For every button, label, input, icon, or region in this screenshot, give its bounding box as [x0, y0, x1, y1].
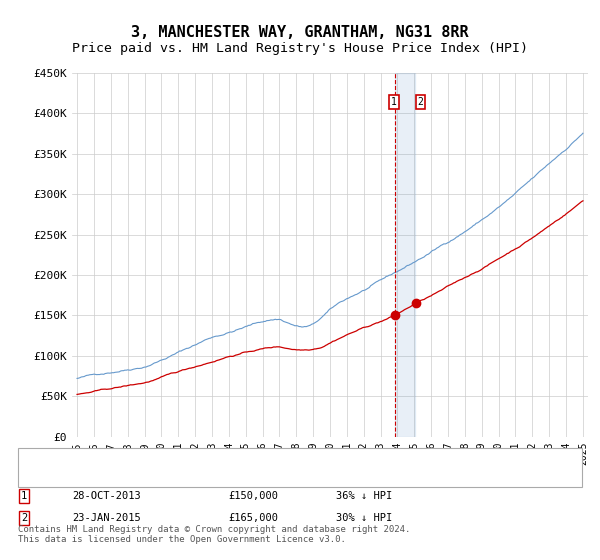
Text: 3, MANCHESTER WAY, GRANTHAM, NG31 8RR: 3, MANCHESTER WAY, GRANTHAM, NG31 8RR — [131, 25, 469, 40]
Text: 36% ↓ HPI: 36% ↓ HPI — [336, 491, 392, 501]
Text: Price paid vs. HM Land Registry's House Price Index (HPI): Price paid vs. HM Land Registry's House … — [72, 42, 528, 55]
Text: 28-OCT-2013: 28-OCT-2013 — [72, 491, 141, 501]
Text: Contains HM Land Registry data © Crown copyright and database right 2024.
This d: Contains HM Land Registry data © Crown c… — [18, 525, 410, 544]
Text: 2: 2 — [21, 513, 27, 523]
Text: 2: 2 — [418, 97, 424, 107]
Text: 3, MANCHESTER WAY, GRANTHAM, NG31 8RR (detached house): 3, MANCHESTER WAY, GRANTHAM, NG31 8RR (d… — [69, 456, 407, 466]
Text: £150,000: £150,000 — [228, 491, 278, 501]
Text: HPI: Average price, detached house, South Kesteven: HPI: Average price, detached house, Sout… — [69, 473, 382, 483]
Text: £165,000: £165,000 — [228, 513, 278, 523]
Text: 23-JAN-2015: 23-JAN-2015 — [72, 513, 141, 523]
Bar — [395, 73, 415, 437]
Text: 1: 1 — [391, 97, 397, 107]
Text: 1: 1 — [21, 491, 27, 501]
Text: 30% ↓ HPI: 30% ↓ HPI — [336, 513, 392, 523]
